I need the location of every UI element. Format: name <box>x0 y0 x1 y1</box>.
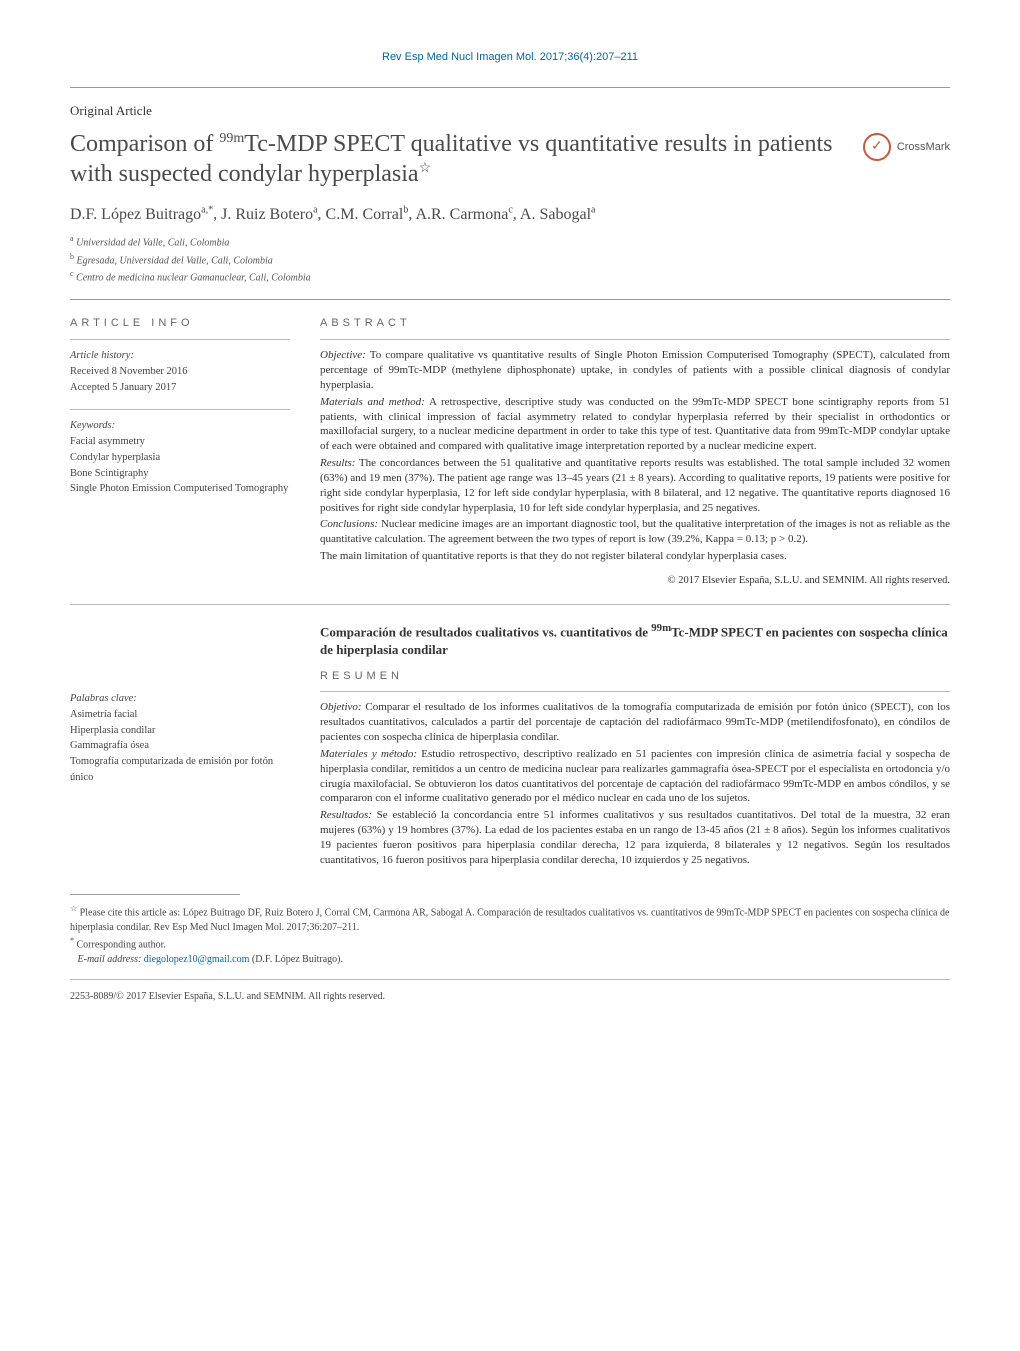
divider <box>320 339 950 340</box>
author: C.M. Corralb <box>326 206 409 223</box>
affiliation: b Egresada, Universidad del Valle, Cali,… <box>70 251 950 268</box>
article-history: Article history: Received 8 November 201… <box>70 348 290 395</box>
title-footnote-marker: ☆ <box>419 161 432 176</box>
email-footnote: E-mail address: diegolopez10@gmail.com (… <box>70 952 950 967</box>
crossmark-badge[interactable]: ✓ CrossMark <box>863 133 950 161</box>
keywords-label: Keywords: <box>70 418 290 434</box>
copyright-en: © 2017 Elsevier España, S.L.U. and SEMNI… <box>320 574 950 588</box>
objetivo-label: Objetivo: <box>320 701 362 713</box>
materiales-label: Materiales y método: <box>320 748 417 760</box>
keywords-en: Keywords: Facial asymmetry Condylar hype… <box>70 418 290 497</box>
resultados-text: Se estableció la concordancia entre 51 i… <box>320 809 950 866</box>
author: J. Ruiz Boteroa <box>221 206 317 223</box>
keyword: Asimetría facial <box>70 707 290 723</box>
affiliations: a Universidad del Valle, Cali, Colombia … <box>70 233 950 285</box>
keyword: Single Photon Emission Computerised Tomo… <box>70 481 290 497</box>
abstract-es: Objetivo: Comparar el resultado de los i… <box>320 700 950 867</box>
objetivo-text: Comparar el resultado de los informes cu… <box>320 701 950 743</box>
footer-copyright: 2253-8089/© 2017 Elsevier España, S.L.U.… <box>70 990 950 1004</box>
abstract-heading: abstract <box>320 316 950 331</box>
keywords-es-label: Palabras clave: <box>70 691 290 707</box>
keyword: Bone Scintigraphy <box>70 466 290 482</box>
spanish-title: Comparación de resultados cualitativos v… <box>320 621 950 658</box>
resumen-heading: resumen <box>320 669 950 684</box>
article-type: Original Article <box>70 102 950 120</box>
conclusions-text: Nuclear medicine images are an important… <box>320 518 950 545</box>
author: A.R. Carmonac <box>415 206 512 223</box>
author: D.F. López Buitragoa,* <box>70 206 213 223</box>
footnote-rule <box>70 894 240 895</box>
objective-label: Objective: <box>320 349 366 361</box>
author-list: D.F. López Buitragoa,*, J. Ruiz Boteroa,… <box>70 203 950 225</box>
divider <box>70 604 950 605</box>
footnotes: ☆ Please cite this article as: López Bui… <box>70 903 950 968</box>
history-label: Article history: <box>70 348 290 364</box>
journal-reference: Rev Esp Med Nucl Imagen Mol. 2017;36(4):… <box>70 50 950 65</box>
divider <box>70 409 290 410</box>
author: A. Sabogala <box>520 206 596 223</box>
divider <box>70 339 290 340</box>
resultados-label: Resultados: <box>320 809 372 821</box>
divider <box>70 87 950 88</box>
corresponding-email-link[interactable]: diegolopez10@gmail.com <box>144 954 250 965</box>
cite-footnote: ☆ Please cite this article as: López Bui… <box>70 903 950 935</box>
keyword: Hiperplasia condilar <box>70 723 290 739</box>
results-text: The concordances between the 51 qualitat… <box>320 457 950 514</box>
crossmark-label: CrossMark <box>897 140 950 155</box>
affiliation: a Universidad del Valle, Cali, Colombia <box>70 233 950 250</box>
divider <box>70 299 950 300</box>
keywords-es: Palabras clave: Asimetría facial Hiperpl… <box>70 691 290 786</box>
abstract-tail: The main limitation of quantitative repo… <box>320 549 950 564</box>
abstract-en: Objective: To compare qualitative vs qua… <box>320 348 950 588</box>
history-received: Received 8 November 2016 <box>70 364 290 380</box>
divider <box>70 979 950 980</box>
conclusions-label: Conclusions: <box>320 518 378 530</box>
history-accepted: Accepted 5 January 2017 <box>70 380 290 396</box>
corresponding-author-footnote: * Corresponding author. <box>70 935 950 952</box>
objective-text: To compare qualitative vs quantitative r… <box>320 349 950 391</box>
keyword: Tomografía computarizada de emisión por … <box>70 754 290 786</box>
article-title: Comparison of 99mTc-MDP SPECT qualitativ… <box>70 129 851 189</box>
keyword: Facial asymmetry <box>70 434 290 450</box>
article-info-heading: article info <box>70 316 290 331</box>
results-label: Results: <box>320 457 355 469</box>
title-prefix: Comparison of <box>70 131 219 157</box>
keyword: Gammagrafía ósea <box>70 738 290 754</box>
keyword: Condylar hyperplasia <box>70 450 290 466</box>
materials-label: Materials and method: <box>320 396 425 408</box>
title-isotope-sup: 99m <box>219 131 244 146</box>
divider <box>320 691 950 692</box>
affiliation: c Centro de medicina nuclear Gamanuclear… <box>70 268 950 285</box>
crossmark-icon: ✓ <box>863 133 891 161</box>
